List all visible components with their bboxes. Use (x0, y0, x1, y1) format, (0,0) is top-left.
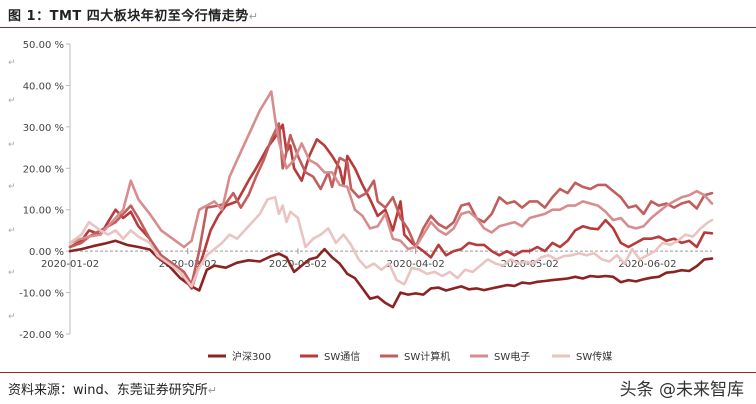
watermark-text: 头条 @未来智库 (619, 380, 744, 400)
y-tick-label: 40.00 % (23, 81, 64, 92)
y-tick-label: 10.00 % (23, 206, 64, 217)
paragraph-mark-icon: ↵ (8, 58, 16, 68)
x-tick-label: 2020-03-02 (269, 259, 327, 270)
chart-area: 50.00 % 40.00 % 30.00 % 20.00 % 10.00 % 0.00 … (0, 30, 756, 370)
legend-label: SW传媒 (576, 351, 612, 363)
paragraph-mark-icon: ↵ (8, 96, 16, 106)
series-line (68, 122, 714, 286)
y-tick-label: -20.00 % (19, 330, 64, 341)
title-bar: 图 1：TMT 四大板块年初至今行情走势↵ (0, 0, 756, 28)
y-tick-label: 20.00 % (23, 164, 64, 175)
figure-title-text: 图 1：TMT 四大板块年初至今行情走势 (8, 9, 249, 24)
legend-label: 沪深300 (232, 350, 271, 363)
y-tick-label: 0.00 % (29, 247, 64, 258)
series-line (68, 196, 714, 288)
legend-label: SW计算机 (404, 350, 450, 363)
series-line (68, 90, 714, 251)
paragraph-mark-icon: ↵ (8, 226, 16, 236)
source-note: 资料来源：wind、东莞证券研究所↵ (8, 379, 217, 398)
x-tick-label: 2020-06-02 (618, 259, 676, 270)
legend-label: SW通信 (324, 351, 360, 363)
line-chart: 50.00 % 40.00 % 30.00 % 20.00 % 10.00 % 0.00 … (19, 40, 714, 363)
source-bar: 资料来源：wind、东莞证券研究所↵ 头条 @未来智库 (0, 372, 756, 404)
paragraph-mark-icon: ↵ (8, 182, 16, 192)
paragraph-mark-icon: ↵ (207, 384, 217, 397)
x-tick-label: 2020-05-02 (501, 259, 559, 270)
x-tick-label: 2020-01-02 (41, 259, 99, 270)
y-tick-label: 30.00 % (23, 123, 64, 134)
source-text: 资料来源：wind、东莞证券研究所 (8, 383, 208, 398)
y-tick-label: 50.00 % (23, 40, 64, 51)
paragraph-mark-icon: ↵ (8, 140, 16, 150)
paragraph-mark-icon: ↵ (8, 268, 16, 278)
series-line (68, 239, 714, 309)
y-tick-label: -10.00 % (19, 289, 64, 300)
x-tick-label: 2020-02-02 (159, 259, 217, 270)
paragraph-mark-icon: ↵ (248, 10, 259, 23)
legend-label: SW电子 (494, 350, 530, 363)
x-tick-label: 2020-04-02 (387, 259, 445, 270)
paragraph-mark-icon: ↵ (8, 312, 16, 322)
figure-title: 图 1：TMT 四大板块年初至今行情走势↵ (8, 5, 259, 24)
